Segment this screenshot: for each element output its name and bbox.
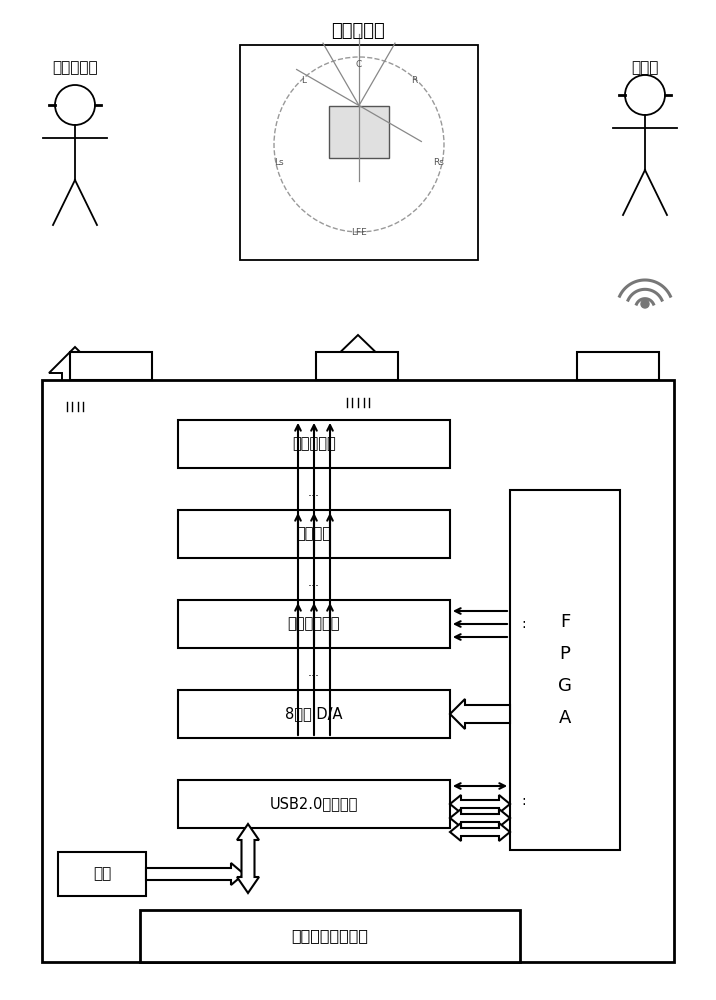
Bar [70, 352, 152, 380]
Text: 功率放大器: 功率放大器 [292, 436, 336, 452]
Bar [140, 910, 520, 962]
Bar [178, 690, 450, 738]
Text: USB2.0微控制器: USB2.0微控制器 [270, 796, 358, 812]
Text: Rs: Rs [434, 158, 445, 167]
Text: L: L [301, 76, 306, 85]
Text: 数字衰减器组: 数字衰减器组 [288, 616, 340, 632]
Polygon shape [450, 823, 510, 841]
Bar [42, 380, 674, 962]
Text: R: R [411, 76, 417, 85]
Polygon shape [327, 335, 389, 407]
Polygon shape [450, 699, 510, 729]
Text: C: C [356, 60, 362, 69]
Text: Ls: Ls [274, 158, 284, 167]
Bar [329, 105, 389, 157]
Polygon shape [450, 809, 510, 827]
Text: 8通道 D/A: 8通道 D/A [285, 706, 343, 722]
Text: ...: ... [308, 487, 320, 499]
Bar [178, 510, 450, 558]
Text: 听力师: 听力师 [632, 60, 659, 75]
Polygon shape [49, 347, 101, 411]
Text: ...: ... [308, 666, 320, 680]
Text: 电脑用户界面系统: 电脑用户界面系统 [291, 928, 369, 944]
Polygon shape [237, 824, 259, 893]
Bar [510, 490, 620, 850]
Text: 双通道测试: 双通道测试 [52, 60, 98, 75]
Text: :: : [522, 794, 526, 808]
Bar [240, 45, 478, 260]
Text: ...: ... [308, 576, 320, 589]
Bar [316, 352, 398, 380]
Text: 驱动: 驱动 [93, 866, 111, 882]
Bar [178, 600, 450, 648]
Polygon shape [146, 863, 244, 885]
Bar [577, 352, 659, 380]
Text: :: : [522, 617, 526, 631]
Bar [178, 780, 450, 828]
Text: F
P
G
A: F P G A [558, 613, 572, 727]
Bar [58, 852, 146, 896]
Polygon shape [450, 795, 510, 813]
Bar [178, 420, 450, 468]
Text: 滤波器组: 滤波器组 [296, 526, 332, 542]
Text: LFE: LFE [351, 228, 367, 237]
Text: 全方位测试: 全方位测试 [331, 22, 385, 40]
Circle shape [641, 300, 649, 308]
Bar [329, 835, 389, 890]
